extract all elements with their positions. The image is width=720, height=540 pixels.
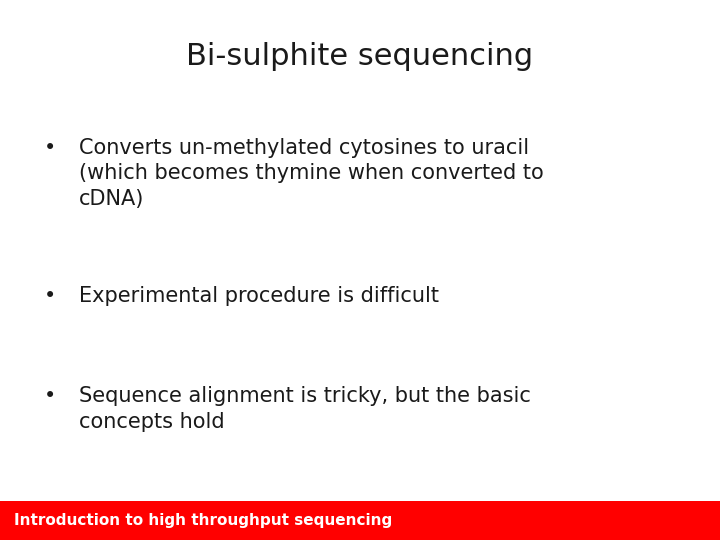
Text: •: • [44,386,57,406]
Text: •: • [44,138,57,158]
Text: Converts un-methylated cytosines to uracil
(which becomes thymine when converted: Converts un-methylated cytosines to urac… [79,138,544,209]
Text: Sequence alignment is tricky, but the basic
concepts hold: Sequence alignment is tricky, but the ba… [79,386,531,431]
Bar [0,501,720,540]
Text: Bi-sulphite sequencing: Bi-sulphite sequencing [186,42,534,71]
Text: Introduction to high throughput sequencing: Introduction to high throughput sequenci… [14,513,392,528]
Text: •: • [44,286,57,306]
Text: Experimental procedure is difficult: Experimental procedure is difficult [79,286,439,306]
